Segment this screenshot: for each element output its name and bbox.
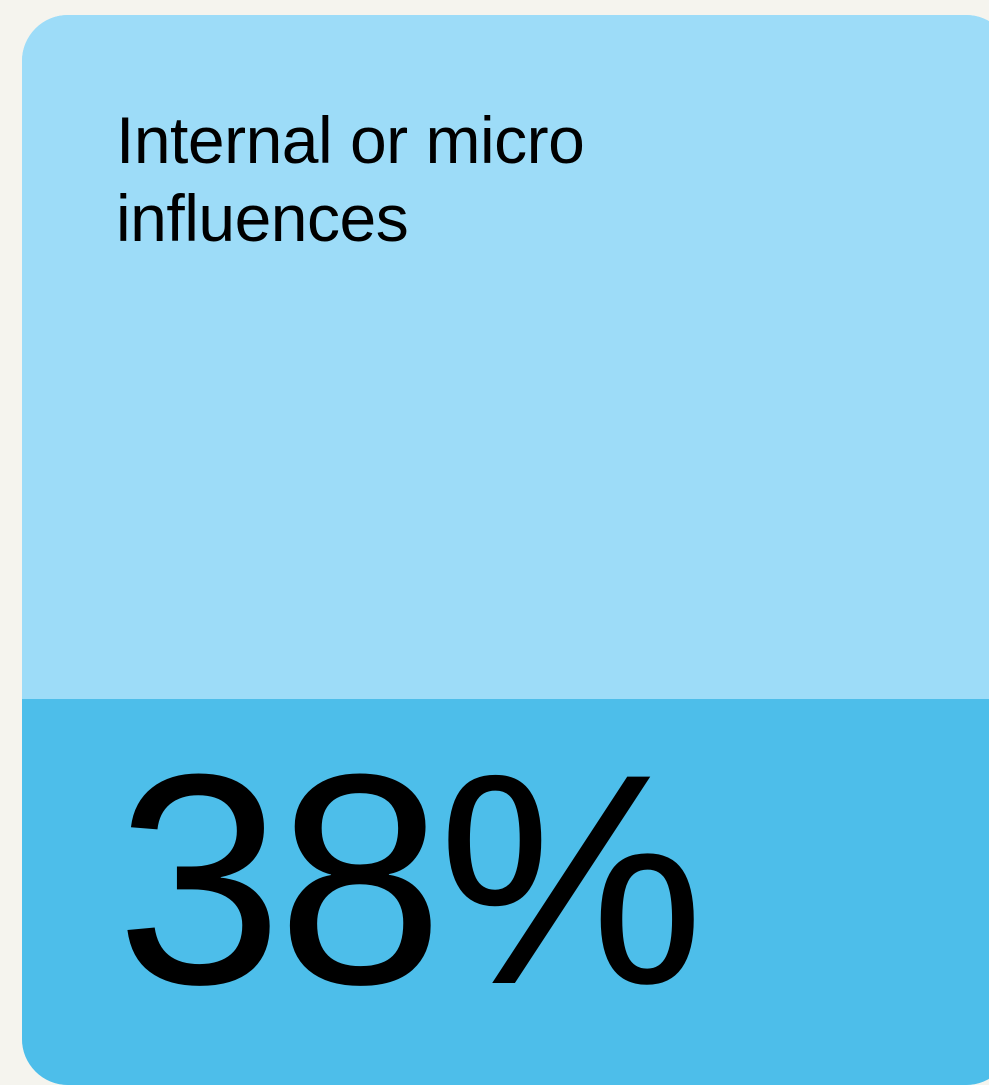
stat-card: Internal or micro influences 38%	[22, 15, 989, 1085]
stat-card-title: Internal or micro influences	[116, 103, 585, 255]
stat-card-percentage: 38%	[116, 711, 704, 1047]
stat-card-header: Internal or micro influences	[22, 15, 989, 699]
stat-card-value-panel: 38%	[22, 699, 989, 1085]
